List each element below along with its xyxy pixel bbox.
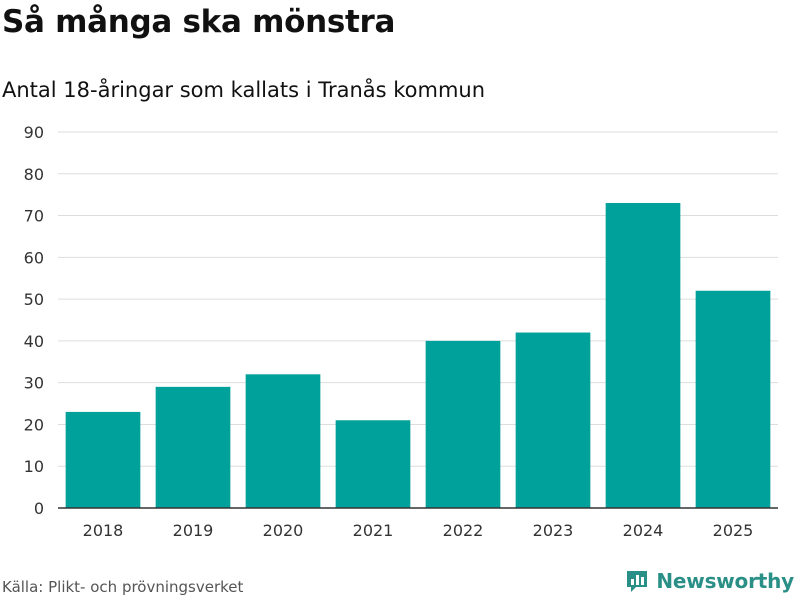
y-tick-label: 40 xyxy=(24,332,44,351)
bar-chart-speech-bubble-icon xyxy=(627,571,648,592)
bar-chart: 0 10 20 30 40 50 60 70 80 90 2018 2019 2020 2021 2022 2… xyxy=(24,123,778,540)
chart-area: 0 10 20 30 40 50 60 70 80 90 2018 2019 2020 2021 2022 2… xyxy=(0,110,800,550)
x-tick-label: 2020 xyxy=(263,521,304,540)
y-tick-label: 20 xyxy=(24,415,44,434)
bar-2020 xyxy=(245,374,321,508)
bar-2019 xyxy=(155,386,231,508)
bar-2021 xyxy=(335,420,411,508)
bar-2022 xyxy=(425,340,501,508)
x-tick-label: 2019 xyxy=(173,521,214,540)
y-tick-label: 50 xyxy=(24,290,44,309)
x-tick-label: 2024 xyxy=(623,521,664,540)
x-tick-label: 2023 xyxy=(533,521,574,540)
x-tick-label: 2025 xyxy=(713,521,754,540)
source-note: Källa: Plikt- och prövningsverket xyxy=(2,578,244,596)
bar-2024 xyxy=(605,203,681,508)
chart-subtitle: Antal 18-åringar som kallats i Tranås ko… xyxy=(2,78,486,102)
chart-title: Så många ska mönstra xyxy=(2,4,396,40)
y-tick-label: 70 xyxy=(24,207,44,226)
y-tick-label: 10 xyxy=(24,457,44,476)
x-tick-label: 2018 xyxy=(83,521,124,540)
y-tick-label: 80 xyxy=(24,165,44,184)
bar-2023 xyxy=(515,332,591,508)
bar-2025 xyxy=(695,290,771,508)
brand-name: Newsworthy xyxy=(656,569,794,593)
y-tick-label: 90 xyxy=(24,123,44,142)
y-tick-label: 60 xyxy=(24,248,44,267)
bar-2018 xyxy=(65,411,141,508)
x-tick-label: 2021 xyxy=(353,521,394,540)
y-tick-label: 0 xyxy=(34,499,44,518)
x-tick-label: 2022 xyxy=(443,521,484,540)
y-tick-label: 30 xyxy=(24,374,44,393)
brand-logo: Newsworthy xyxy=(624,568,794,594)
